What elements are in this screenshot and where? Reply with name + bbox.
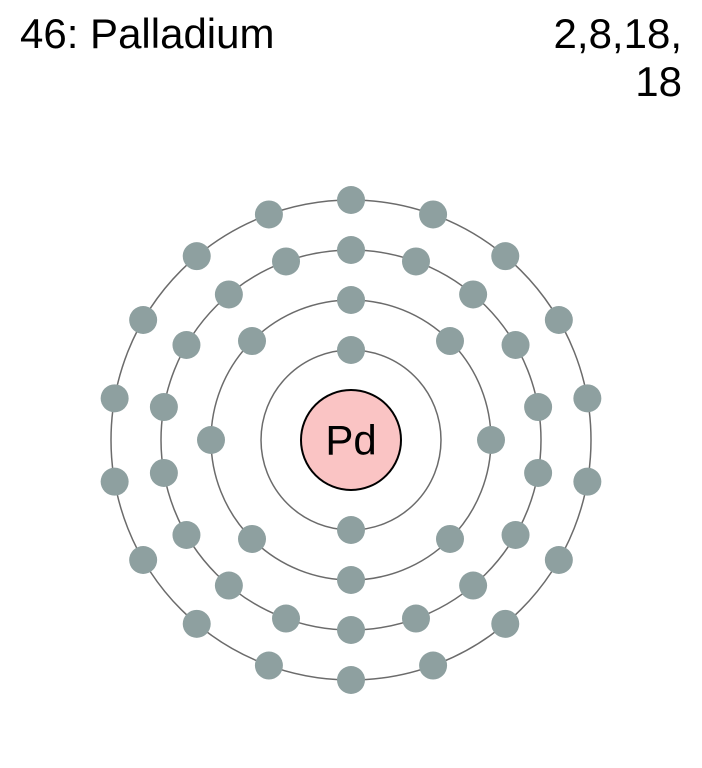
electron [150, 459, 178, 487]
electron [255, 200, 283, 228]
electron [419, 652, 447, 680]
electron [419, 200, 447, 228]
electron [238, 327, 266, 355]
electron [436, 327, 464, 355]
electron [337, 286, 365, 314]
electron [459, 572, 487, 600]
electron [502, 331, 530, 359]
electron [402, 605, 430, 633]
electron [172, 331, 200, 359]
electron [215, 280, 243, 308]
electron [129, 306, 157, 334]
electron [183, 610, 211, 638]
electron [337, 666, 365, 694]
electron [436, 525, 464, 553]
electron [337, 186, 365, 214]
electron [255, 652, 283, 680]
electron [524, 459, 552, 487]
electron [337, 516, 365, 544]
element-symbol: Pd [325, 417, 376, 464]
electron [477, 426, 505, 454]
electron [337, 616, 365, 644]
electron [573, 384, 601, 412]
electron [272, 605, 300, 633]
electron [215, 572, 243, 600]
electron [337, 566, 365, 594]
atom-diagram: Pd [0, 0, 702, 768]
electron [272, 247, 300, 275]
electron [101, 468, 129, 496]
electron [337, 336, 365, 364]
electron [197, 426, 225, 454]
electron [101, 384, 129, 412]
electron [129, 546, 157, 574]
electron [150, 393, 178, 421]
electron [459, 280, 487, 308]
electron [183, 242, 211, 270]
electron [573, 468, 601, 496]
electron [491, 610, 519, 638]
electron [524, 393, 552, 421]
electron [491, 242, 519, 270]
electron [172, 521, 200, 549]
electron [545, 306, 573, 334]
electron [502, 521, 530, 549]
electron [402, 247, 430, 275]
electron [337, 236, 365, 264]
electron [545, 546, 573, 574]
electron [238, 525, 266, 553]
